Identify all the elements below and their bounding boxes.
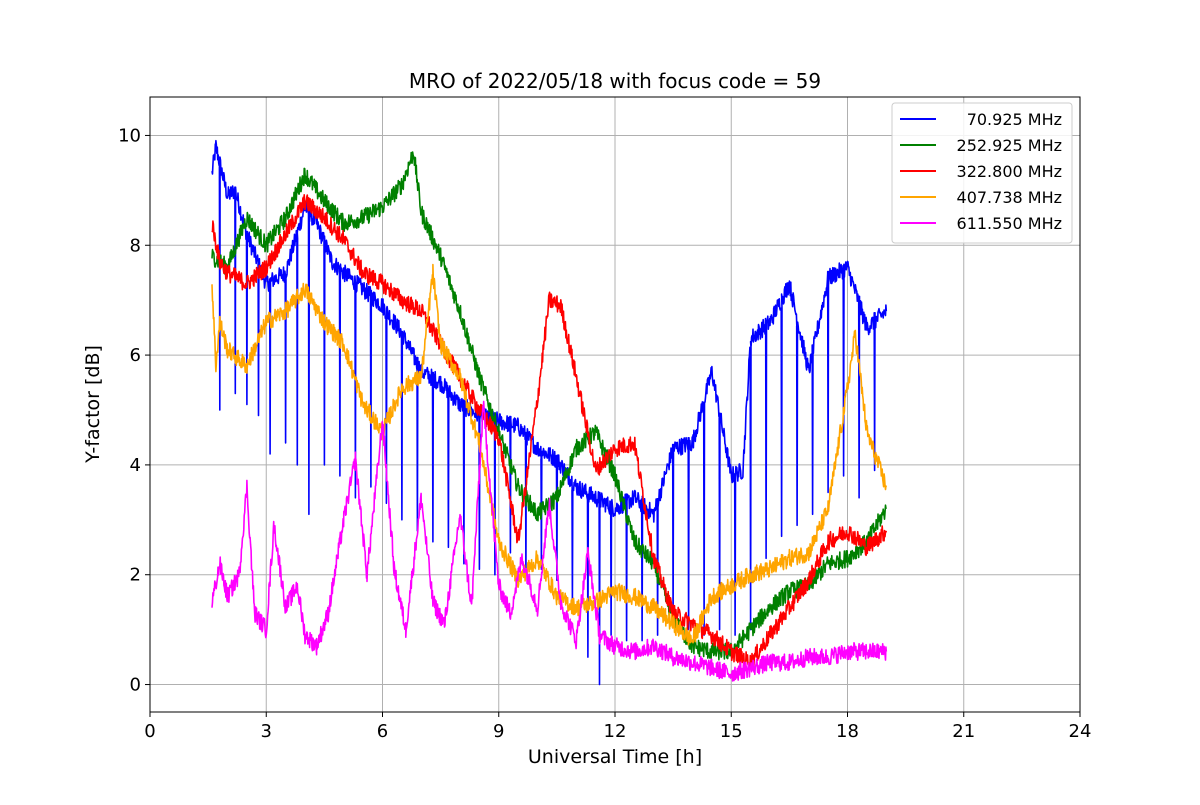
x-tick-label: 15 bbox=[720, 721, 743, 742]
x-tick-label: 24 bbox=[1069, 721, 1092, 742]
x-tick-label: 0 bbox=[144, 721, 155, 742]
series-line-4 bbox=[211, 263, 888, 646]
legend-label: 611.550 MHz bbox=[957, 214, 1062, 233]
legend: 70.925 MHz 252.925 MHz 322.800 MHz 407.738 … bbox=[891, 102, 1073, 244]
x-tick-label: 21 bbox=[952, 721, 975, 742]
y-tick-label: 0 bbox=[130, 675, 141, 696]
x-tick-label: 12 bbox=[604, 721, 627, 742]
legend-label: 322.800 MHz bbox=[957, 162, 1062, 181]
y-tick-label: 10 bbox=[118, 125, 141, 146]
series-line-3 bbox=[211, 194, 888, 672]
series-line-5 bbox=[211, 400, 888, 682]
y-tick-label: 4 bbox=[130, 455, 141, 476]
chart-title: MRO of 2022/05/18 with focus code = 59 bbox=[409, 69, 821, 93]
y-tick-label: 2 bbox=[130, 565, 141, 586]
x-tick-label: 18 bbox=[836, 721, 859, 742]
x-tick-label: 6 bbox=[377, 721, 388, 742]
legend-label: 407.738 MHz bbox=[957, 188, 1062, 207]
grid-lines bbox=[149, 97, 1081, 712]
y-axis-label: Y-factor [dB] bbox=[82, 345, 104, 464]
legend-box bbox=[891, 102, 1073, 244]
y-tick-label: 6 bbox=[130, 345, 141, 366]
y-tick-label: 8 bbox=[130, 235, 141, 256]
x-axis-label: Universal Time [h] bbox=[528, 746, 702, 768]
x-tick-label: 3 bbox=[261, 721, 272, 742]
x-tick-label: 9 bbox=[493, 721, 504, 742]
series-line-1 bbox=[211, 139, 888, 686]
series-lines bbox=[211, 139, 888, 686]
legend-label: 70.925 MHz bbox=[967, 110, 1062, 129]
legend-label: 252.925 MHz bbox=[957, 136, 1062, 155]
